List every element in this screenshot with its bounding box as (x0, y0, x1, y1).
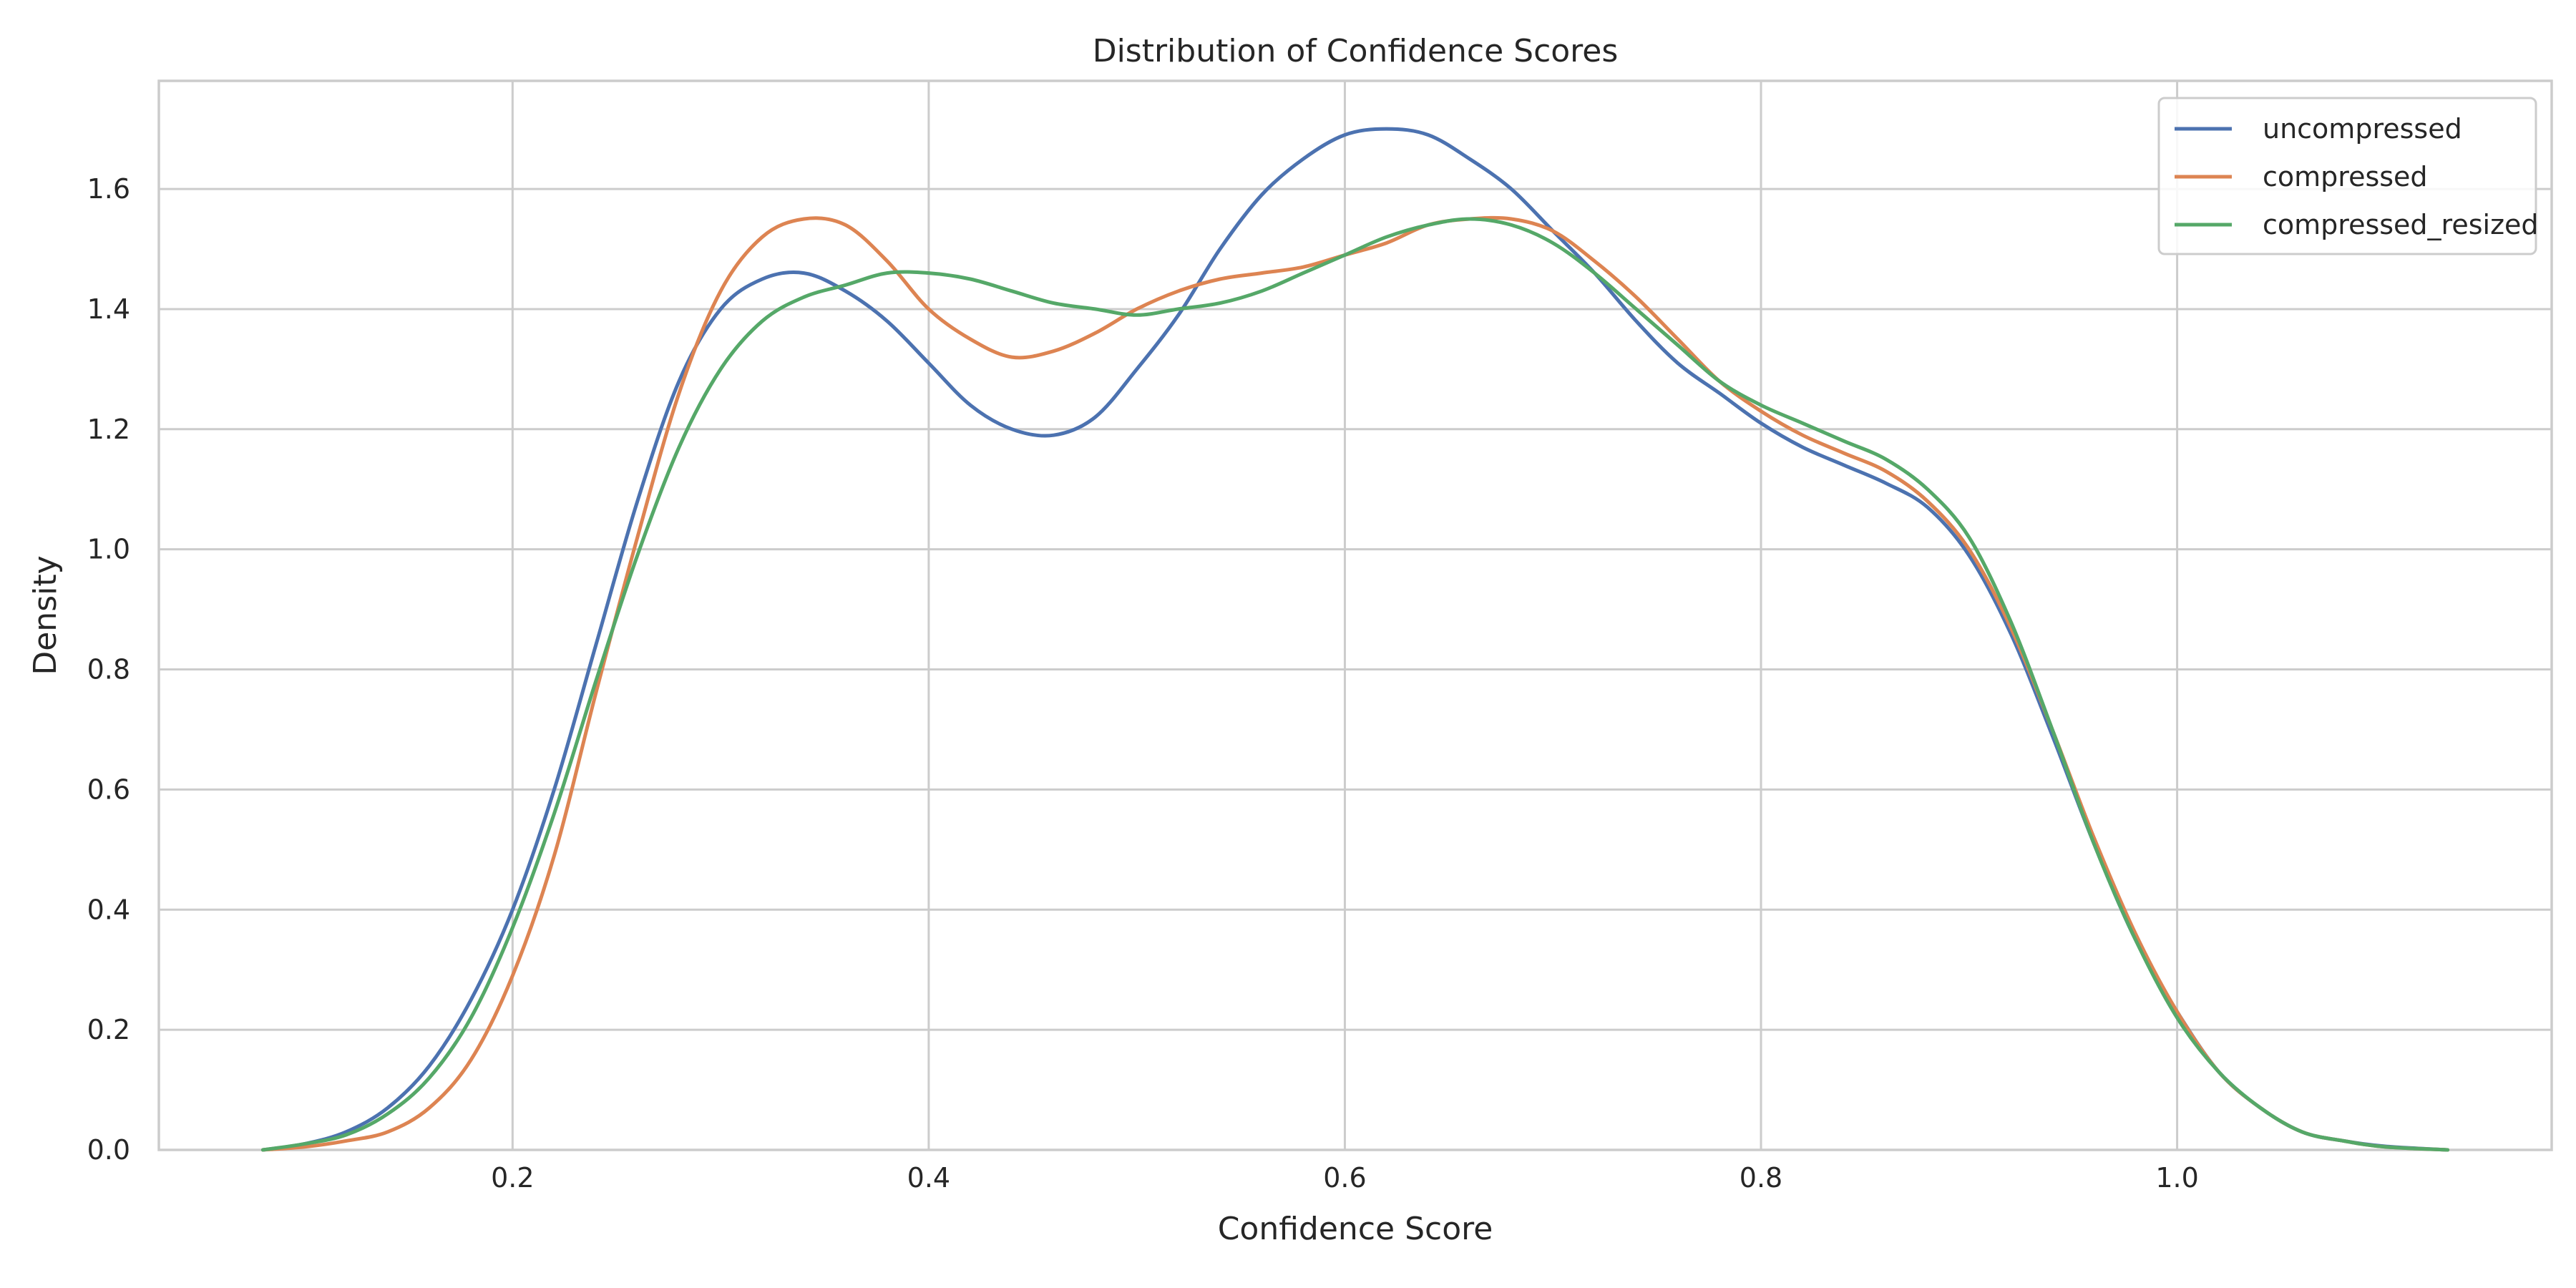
y-axis-label: Density (27, 555, 64, 675)
x-tick-label: 0.8 (1740, 1162, 1782, 1194)
legend-items: uncompressed compressed compressed_resized (2175, 113, 2539, 240)
tick-labels: 0.2 0.4 0.6 0.8 1.0 0.0 0.2 0.4 0.6 0.8 1.0 1.2 1.4 1… (87, 173, 2199, 1194)
legend-label-uncompressed: uncompressed (2263, 113, 2462, 145)
x-tick-label: 1.0 (2155, 1162, 2198, 1194)
legend-label-compressed-resized: compressed_resized (2263, 209, 2539, 240)
y-tick-label: 0.8 (87, 654, 130, 686)
grid (159, 81, 2552, 1150)
legend-label-compressed: compressed (2263, 161, 2428, 192)
x-tick-label: 0.4 (907, 1162, 950, 1194)
y-tick-label: 1.0 (87, 534, 130, 565)
x-axis-label: Confidence Score (1218, 1211, 1493, 1247)
x-tick-label: 0.2 (491, 1162, 534, 1194)
y-tick-label: 0.0 (87, 1134, 130, 1166)
chart-title: Distribution of Confidence Scores (1093, 33, 1619, 69)
y-tick-label: 1.4 (87, 293, 130, 325)
x-tick-label: 0.6 (1323, 1162, 1366, 1194)
y-tick-label: 0.2 (87, 1014, 130, 1045)
y-tick-label: 1.6 (87, 173, 130, 205)
legend: uncompressed compressed compressed_resized (2157, 97, 2539, 255)
y-tick-label: 0.6 (87, 774, 130, 805)
plot-frame (157, 79, 2553, 1151)
legend-box (2157, 97, 2537, 255)
series-lines (260, 127, 2450, 1152)
series-line-compressed-resized (260, 217, 2450, 1152)
y-tick-label: 0.4 (87, 894, 130, 925)
y-tick-label: 1.2 (87, 414, 130, 445)
